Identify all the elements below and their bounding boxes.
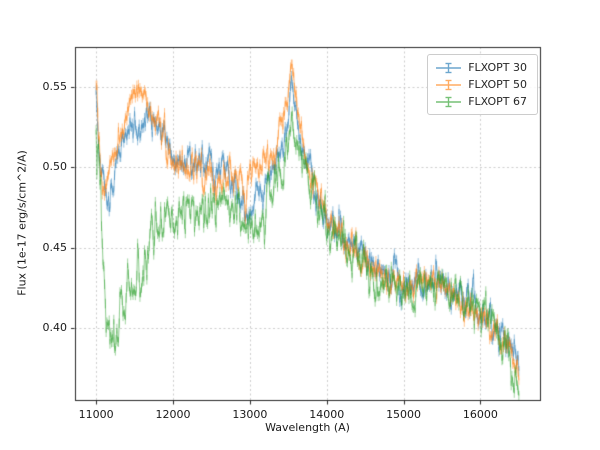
x-tick-label: 11000 (78, 408, 114, 421)
legend-entry-flxopt-50[interactable]: FLXOPT 50 (436, 78, 527, 91)
legend-entry-flxopt-30[interactable]: FLXOPT 30 (436, 61, 527, 74)
y-tick-label: 0.50 (42, 160, 68, 174)
x-tick-label: 13000 (232, 408, 268, 421)
x-tick-label: 14000 (309, 408, 345, 421)
y-tick-label: 0.40 (42, 320, 68, 334)
legend-label: FLXOPT 30 (468, 61, 527, 74)
x-tick-label: 12000 (155, 408, 191, 421)
legend: FLXOPT 30 FLXOPT 50 FLXOPT 67 (427, 54, 538, 115)
errorbar-marker-icon (436, 79, 462, 91)
legend-label: FLXOPT 67 (468, 95, 527, 108)
errorbar-marker-icon (436, 62, 462, 74)
errorbar-marker-icon (436, 96, 462, 108)
legend-label: FLXOPT 50 (468, 78, 527, 91)
y-tick-label: 0.45 (42, 240, 68, 254)
x-tick-label: 15000 (386, 408, 422, 421)
x-tick-label: 16000 (462, 408, 498, 421)
legend-entry-flxopt-67[interactable]: FLXOPT 67 (436, 95, 527, 108)
y-tick-label: 0.55 (42, 80, 68, 94)
x-axis-label: Wavelength (A) (265, 421, 350, 434)
